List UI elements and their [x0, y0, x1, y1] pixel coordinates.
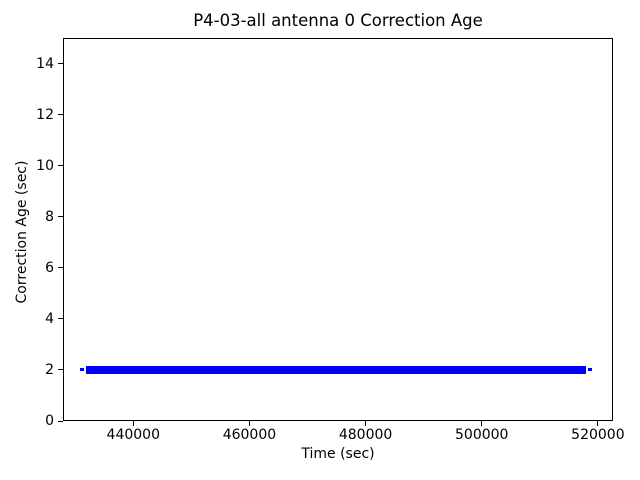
y-tick-mark [58, 165, 63, 167]
y-tick-mark [58, 267, 63, 269]
plot-area [63, 38, 613, 421]
chart-title: P4-03-all antenna 0 Correction Age [193, 11, 483, 30]
data-series-segment [80, 368, 85, 372]
x-tick-mark [365, 421, 367, 426]
x-tick-label: 500000 [455, 427, 509, 443]
y-tick-label: 8 [45, 208, 54, 225]
y-tick-mark [58, 318, 63, 320]
y-tick-label: 4 [45, 310, 54, 327]
y-tick-mark [58, 114, 63, 116]
x-tick-mark [481, 421, 483, 426]
x-tick-mark [132, 421, 134, 426]
x-tick-label: 520000 [571, 427, 625, 443]
y-tick-label: 14 [36, 55, 54, 72]
x-tick-label: 440000 [106, 427, 160, 443]
y-tick-mark [58, 369, 63, 371]
y-tick-mark [58, 420, 63, 422]
x-tick-mark [248, 421, 250, 426]
data-series-segment [86, 365, 586, 374]
y-tick-label: 6 [45, 259, 54, 276]
y-axis-label: Correction Age (sec) [14, 160, 30, 304]
y-tick-mark [58, 63, 63, 65]
x-tick-label: 480000 [338, 427, 393, 443]
y-tick-label: 12 [36, 106, 54, 123]
x-axis-label: Time (sec) [301, 446, 375, 462]
y-tick-mark [58, 216, 63, 218]
y-tick-label: 0 [45, 413, 54, 429]
y-tick-label: 2 [45, 361, 54, 378]
data-series-segment [588, 368, 593, 372]
x-tick-label: 460000 [222, 427, 277, 443]
x-tick-mark [597, 421, 599, 426]
y-tick-label: 10 [36, 157, 54, 174]
